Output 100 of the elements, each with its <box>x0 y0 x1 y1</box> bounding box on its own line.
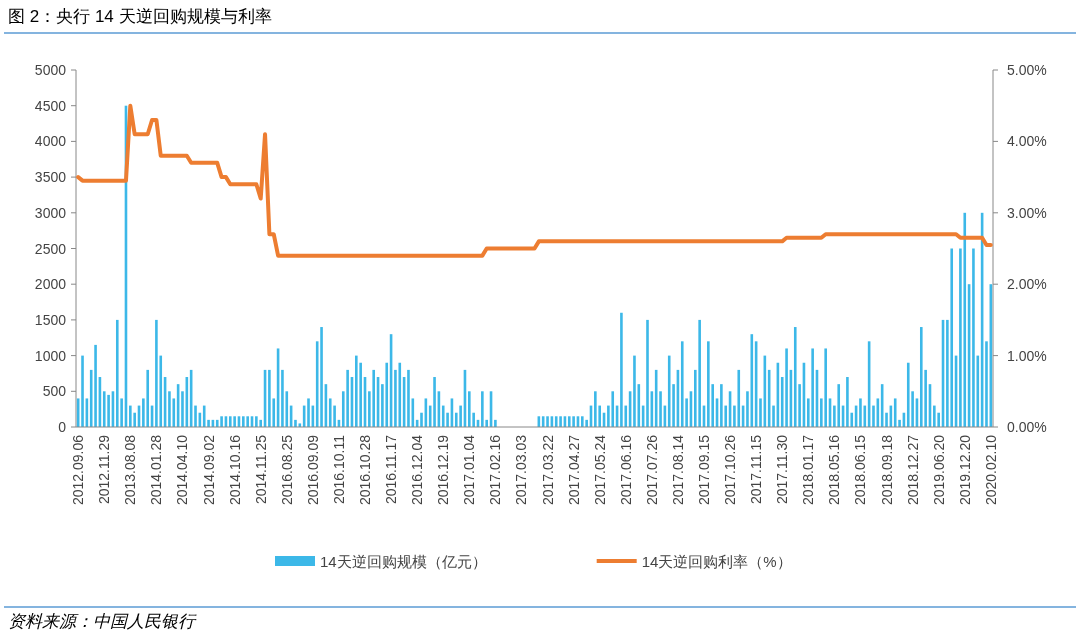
y2-tick-label: 0.00% <box>1007 419 1047 435</box>
x-tick-label: 2018.05.16 <box>826 434 843 506</box>
bar <box>146 369 150 427</box>
bar <box>581 416 584 427</box>
bar <box>963 212 967 427</box>
x-tick-label: 2017.03.22 <box>539 434 556 506</box>
bar <box>215 419 219 427</box>
bar <box>750 334 754 427</box>
x-tick-label: 2016.12.19 <box>435 434 452 506</box>
bar <box>494 419 497 427</box>
bar <box>233 416 236 427</box>
y2-tick-label: 4.00% <box>1007 133 1047 150</box>
bar <box>872 405 875 427</box>
x-tick-label: 2016.10.28 <box>357 434 374 506</box>
x-tick-label: 2012.11.29 <box>96 434 113 505</box>
bar <box>468 391 471 427</box>
bar <box>933 405 936 427</box>
bar <box>737 369 741 427</box>
x-tick-label: 2018.12.27 <box>904 434 921 506</box>
y-tick-label: 2000 <box>34 276 67 293</box>
x-tick-label: 2019.06.20 <box>930 434 947 506</box>
y-tick-label: 1000 <box>34 347 67 364</box>
x-tick-label: 2018.06.15 <box>852 434 869 506</box>
x-tick-label: 2013.08.08 <box>122 434 139 506</box>
bar <box>181 391 184 427</box>
bar <box>407 369 410 427</box>
x-tick-label: 2017.05.24 <box>591 434 608 506</box>
x-tick-label: 2016.08.25 <box>278 434 295 506</box>
x-tick-label: 2016.11.17 <box>383 434 400 505</box>
bar <box>906 362 910 427</box>
legend-label: 14天逆回购规模（亿元） <box>320 553 487 570</box>
bar <box>459 405 462 427</box>
x-tick-label: 2014.10.16 <box>226 434 243 506</box>
bar <box>259 419 263 427</box>
bar <box>202 405 206 427</box>
x-tick-label: 2017.04.27 <box>565 434 582 506</box>
x-tick-label: 2018.09.18 <box>878 434 895 506</box>
bar <box>837 384 841 427</box>
x-tick-label: 2012.09.06 <box>70 434 87 506</box>
bar <box>594 391 597 427</box>
bar <box>720 384 723 427</box>
y-tick-label: 5000 <box>34 62 67 78</box>
bar <box>115 319 119 427</box>
text: 资料来源：中国人民银行 <box>8 612 197 631</box>
bar <box>985 341 988 427</box>
y2-tick-label: 5.00% <box>1007 62 1047 78</box>
bar <box>646 319 649 427</box>
bar <box>972 248 975 427</box>
x-tick-label: 2014.04.10 <box>174 434 191 506</box>
bar <box>611 391 615 427</box>
bar <box>433 377 436 427</box>
x-tick-label: 2016.12.04 <box>409 434 426 506</box>
bar <box>620 312 623 427</box>
bar <box>680 341 684 427</box>
bar <box>793 327 797 427</box>
bar <box>385 362 389 427</box>
bar <box>859 398 862 427</box>
x-tick-label: 2017.01.04 <box>461 434 478 506</box>
bar <box>242 416 245 427</box>
y2-tick-label: 2.00% <box>1007 276 1047 293</box>
y2-tick-label: 3.00% <box>1007 204 1047 221</box>
bar <box>307 398 310 427</box>
x-tick-label: 2017.07.26 <box>643 434 660 506</box>
bar <box>328 398 332 427</box>
x-tick-label: 2017.02.16 <box>487 434 504 506</box>
x-tick-label: 2017.11.15 <box>748 434 765 505</box>
bar <box>129 405 132 427</box>
bar <box>667 355 671 427</box>
bar <box>355 355 358 427</box>
x-tick-label: 2014.09.02 <box>200 434 217 506</box>
bar <box>659 391 662 427</box>
x-tick-label: 2017.10.26 <box>722 434 739 506</box>
bar <box>785 348 788 427</box>
bar <box>824 348 827 427</box>
bar <box>346 369 349 427</box>
x-tick-label: 2016.09.09 <box>304 434 321 506</box>
bar <box>228 416 232 427</box>
x-tick-label: 2016.10.11 <box>330 434 347 505</box>
bar <box>420 412 423 427</box>
bar <box>893 398 897 427</box>
x-tick-label: 2017.08.14 <box>669 434 686 506</box>
bar <box>572 416 575 427</box>
bar <box>281 369 284 427</box>
bar <box>846 377 849 427</box>
bar <box>168 391 171 427</box>
y2-tick-label: 1.00% <box>1007 347 1047 364</box>
bar <box>220 416 223 427</box>
bar <box>268 369 271 427</box>
y-tick-label: 1500 <box>34 311 67 328</box>
bar <box>94 344 97 427</box>
y-tick-label: 0 <box>58 419 67 435</box>
chart-title: 图 2：央行 14 天逆回购规模与利率 <box>8 7 272 26</box>
x-tick-label: 2014.01.28 <box>148 434 165 506</box>
bar <box>255 416 258 427</box>
bar <box>294 419 297 427</box>
bar <box>811 348 814 427</box>
y-tick-label: 500 <box>42 383 67 400</box>
bar <box>707 341 710 427</box>
bar <box>585 419 588 427</box>
bar <box>885 412 888 427</box>
